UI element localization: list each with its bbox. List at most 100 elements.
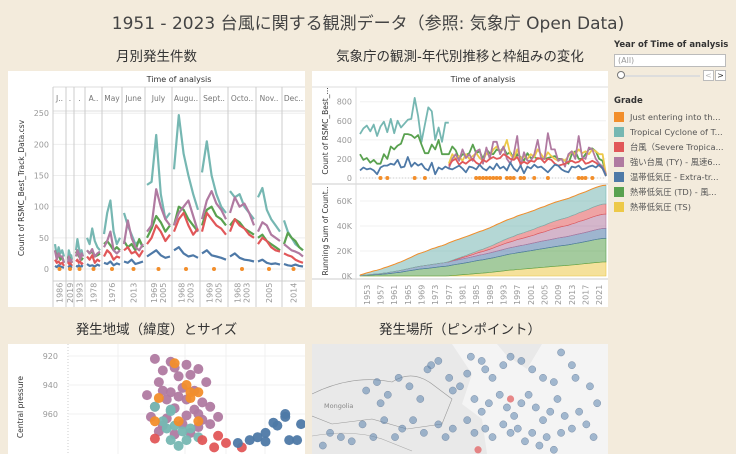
y-tick-label: 200 (337, 155, 352, 164)
legend-item[interactable]: Tropical Cyclone of T... (614, 124, 734, 139)
map-point-blue (448, 424, 457, 433)
year-slider[interactable]: < > (614, 70, 734, 82)
legend-label: 熱帯低気圧 (TD) - 風... (630, 186, 717, 197)
scatter-point-orange (169, 358, 180, 369)
legend-item[interactable]: 温帯低気圧 - Extra-tr... (614, 169, 734, 184)
y-tick-label: 960 (43, 410, 58, 419)
map-point-blue (376, 399, 385, 408)
map-point-blue (521, 437, 529, 446)
map-point-blue (488, 373, 497, 382)
series-line-red (228, 218, 255, 239)
location-map-panel[interactable]: Mongolia (312, 344, 608, 454)
y-tick-label: 940 (43, 381, 58, 390)
y-tick-label: 800 (337, 98, 352, 107)
x-tick-label: 1997 (513, 285, 522, 305)
map-point-blue (499, 361, 508, 370)
series-line-red (75, 258, 84, 266)
scatter-point-purple (185, 369, 196, 380)
scatter-point-blue (232, 438, 243, 448)
scatter-point-teal (181, 435, 192, 446)
map-point-blue (575, 407, 583, 416)
y-tick-label: 400 (337, 136, 352, 145)
next-button[interactable]: > (715, 70, 726, 81)
orange-marker (487, 176, 492, 180)
slider-handle[interactable] (617, 71, 625, 79)
orange-marker (477, 176, 482, 180)
orange-marker (110, 267, 114, 271)
x-tick-label: 1973 (431, 285, 440, 305)
year-label: 1968 (177, 283, 186, 303)
orange-marker (511, 176, 516, 180)
legend-swatch (614, 156, 624, 167)
orange-marker (291, 267, 296, 271)
series-line-purple (447, 132, 607, 175)
scatter-point-purple (193, 364, 204, 375)
scatter-point-blue (252, 432, 263, 443)
series-line-green (146, 214, 171, 239)
x-tick-label: 1981 (459, 285, 468, 305)
series-line-purple (257, 221, 281, 242)
map-point-red (474, 446, 482, 454)
area-total-line (359, 184, 607, 276)
map-point-blue (398, 424, 407, 433)
legend-swatch (614, 126, 624, 137)
legend-item[interactable]: 台風（Severe Tropica... (614, 139, 734, 154)
scatter-point-teal (177, 426, 188, 437)
x-tick-label: 1989 (486, 285, 495, 305)
scatter-point-purple (153, 377, 164, 388)
series-line-red (86, 254, 101, 264)
scatter-point-blue (284, 435, 295, 446)
series-line-red (200, 211, 227, 236)
series-line-blue (229, 252, 255, 263)
series-line-blue (173, 246, 199, 259)
series-line-red (172, 211, 199, 236)
orange-marker (422, 176, 427, 180)
scatter-point-purple (201, 377, 212, 388)
x-tick-label: 2021 (595, 285, 604, 305)
y-tick-label: 0 (44, 265, 49, 274)
year-label: 2014 (290, 283, 299, 303)
map-point-blue (557, 428, 565, 437)
map-point-blue (539, 416, 547, 425)
map-point-blue (513, 424, 522, 433)
scatter-point-blue (260, 436, 271, 447)
map-point-red (506, 395, 515, 403)
legend-item[interactable]: 熱帯低気圧 (TS) (614, 199, 734, 214)
y-axis-label-top: Count of RSMC_Best_... (321, 87, 330, 174)
series-line-red (123, 246, 144, 258)
yearly-chart-panel[interactable]: Time of analysis Count of RSMC_Best_... Ru… (312, 71, 608, 307)
series-line-red (283, 252, 304, 264)
map-point-blue (503, 403, 511, 412)
month-label: Nov.. (260, 94, 279, 103)
scatter-point-blue (272, 420, 283, 431)
scatter-point-purple (197, 397, 208, 408)
series-line-teal (102, 199, 121, 246)
year-label: 2003 (243, 283, 252, 303)
map-point-blue (586, 382, 594, 391)
map-point-blue (488, 433, 497, 441)
y-tick-label: 40K (337, 222, 353, 231)
month-label: Sept.. (203, 94, 225, 103)
orange-marker (583, 176, 588, 180)
year-label: 2005 (159, 283, 168, 303)
year-filter-input[interactable]: (All) (614, 54, 726, 67)
orange-marker (590, 176, 595, 180)
series-line-blue (67, 264, 73, 269)
map-point-blue (568, 424, 576, 433)
orange-marker (504, 176, 509, 180)
map-point-blue (420, 428, 428, 437)
latitude-scatter-panel[interactable]: 920 940 960 Central pressure (8, 344, 305, 454)
dashboard-title: 1951 - 2023 台風に関する観測データ（参照: 気象庁 Open Dat… (111, 14, 625, 34)
prev-button[interactable]: < (703, 70, 714, 81)
y-axis-label-bottom: Running Sum of Count.. (321, 187, 330, 276)
slider-track[interactable] (620, 75, 700, 77)
legend-item[interactable]: Just entering into th... (614, 109, 734, 124)
legend-item[interactable]: 強い台風 (TY) - 風速6... (614, 154, 734, 169)
legend-item[interactable]: 熱帯低気圧 (TD) - 風... (614, 184, 734, 199)
map-point-blue (517, 399, 526, 408)
year-filter-label: Year of Time of analysis (614, 40, 729, 50)
monthly-chart-panel[interactable]: Time of analysis Count of RSMC_Best_Track… (8, 71, 305, 307)
legend-swatch (614, 111, 624, 122)
series-line-blue (54, 264, 65, 269)
series-line-blue (257, 258, 281, 266)
